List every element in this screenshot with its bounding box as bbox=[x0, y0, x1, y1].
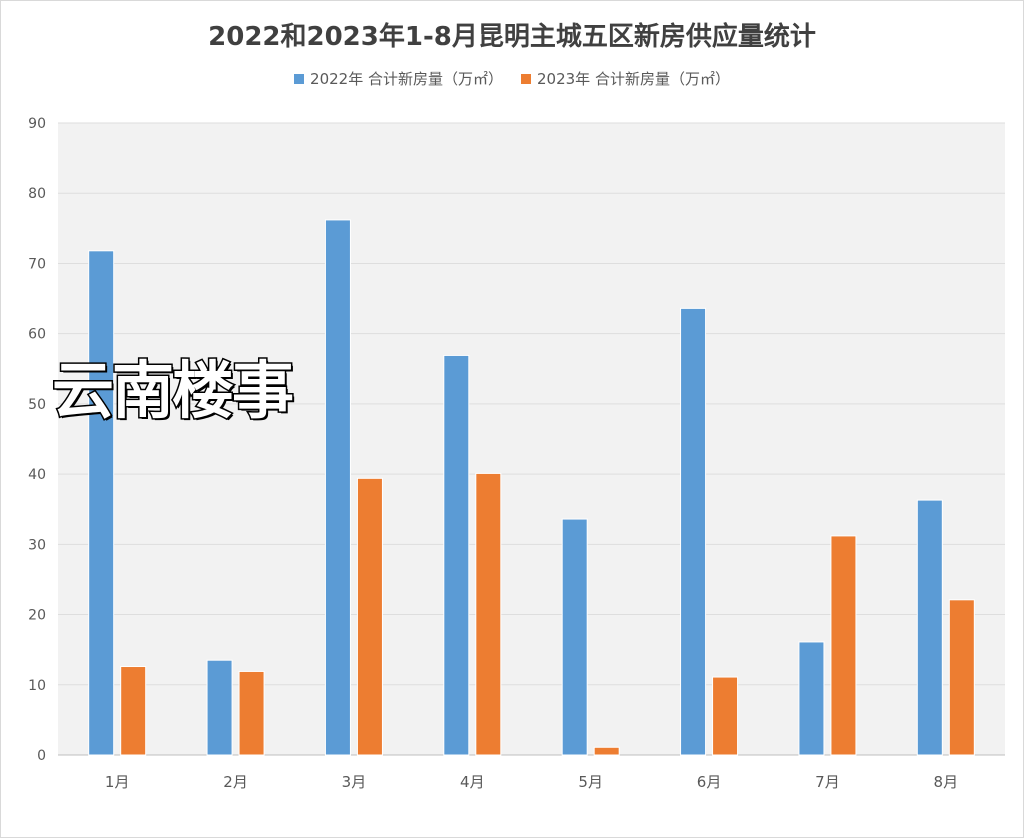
bar-2023-7 bbox=[830, 535, 857, 756]
bar-2023-6 bbox=[712, 676, 739, 756]
y-tick-label: 90 bbox=[28, 116, 46, 132]
y-tick-label: 70 bbox=[28, 256, 46, 272]
y-tick-label: 0 bbox=[37, 748, 46, 764]
bar-2022-6 bbox=[680, 307, 707, 756]
watermark: 云南楼事 bbox=[50, 353, 295, 429]
x-tick-label: 5月 bbox=[578, 773, 603, 791]
bar-2022-1 bbox=[88, 250, 115, 756]
legend: 2022年 合计新房量（万㎡） 2023年 合计新房量（万㎡） bbox=[0, 68, 1024, 89]
bar-2023-8 bbox=[948, 599, 975, 756]
bar-2023-4 bbox=[475, 472, 502, 756]
bar-2022-4 bbox=[443, 354, 470, 756]
y-tick-label: 10 bbox=[28, 678, 46, 694]
bar-2022-3 bbox=[324, 219, 351, 756]
x-tick-label: 7月 bbox=[815, 773, 840, 791]
legend-swatch-2023 bbox=[521, 73, 531, 84]
bar-2022-8 bbox=[916, 499, 943, 756]
x-tick-label: 4月 bbox=[460, 773, 485, 791]
x-tick-label: 1月 bbox=[105, 773, 130, 791]
bar-2023-3 bbox=[356, 477, 383, 756]
legend-item-2023: 2023年 合计新房量（万㎡） bbox=[521, 68, 730, 89]
y-tick-label: 30 bbox=[28, 537, 46, 553]
legend-label-2023: 2023年 合计新房量（万㎡） bbox=[537, 70, 730, 88]
legend-swatch-2022 bbox=[294, 73, 305, 84]
legend-label-2022: 2022年 合计新房量（万㎡） bbox=[310, 70, 503, 88]
bar-2022-2 bbox=[206, 659, 233, 756]
bar-2023-5 bbox=[593, 746, 620, 756]
bar-2022-7 bbox=[798, 641, 825, 756]
y-tick-label: 20 bbox=[28, 608, 46, 624]
bar-2023-1 bbox=[120, 666, 147, 756]
x-tick-label: 2月 bbox=[223, 773, 248, 791]
chart-title: 2022和2023年1-8月昆明主城五区新房供应量统计 bbox=[208, 22, 816, 52]
x-tick-label: 6月 bbox=[697, 773, 722, 791]
bar-2023-2 bbox=[238, 670, 265, 756]
y-tick-label: 60 bbox=[28, 327, 46, 343]
bar-2022-5 bbox=[561, 518, 588, 756]
x-tick-label: 3月 bbox=[342, 773, 367, 791]
y-tick-label: 80 bbox=[28, 186, 46, 202]
y-tick-label: 40 bbox=[28, 467, 46, 483]
y-tick-label: 50 bbox=[28, 397, 46, 413]
plot-area bbox=[58, 123, 1005, 755]
x-tick-label: 8月 bbox=[934, 773, 959, 791]
legend-item-2022: 2022年 合计新房量（万㎡） bbox=[294, 68, 503, 89]
